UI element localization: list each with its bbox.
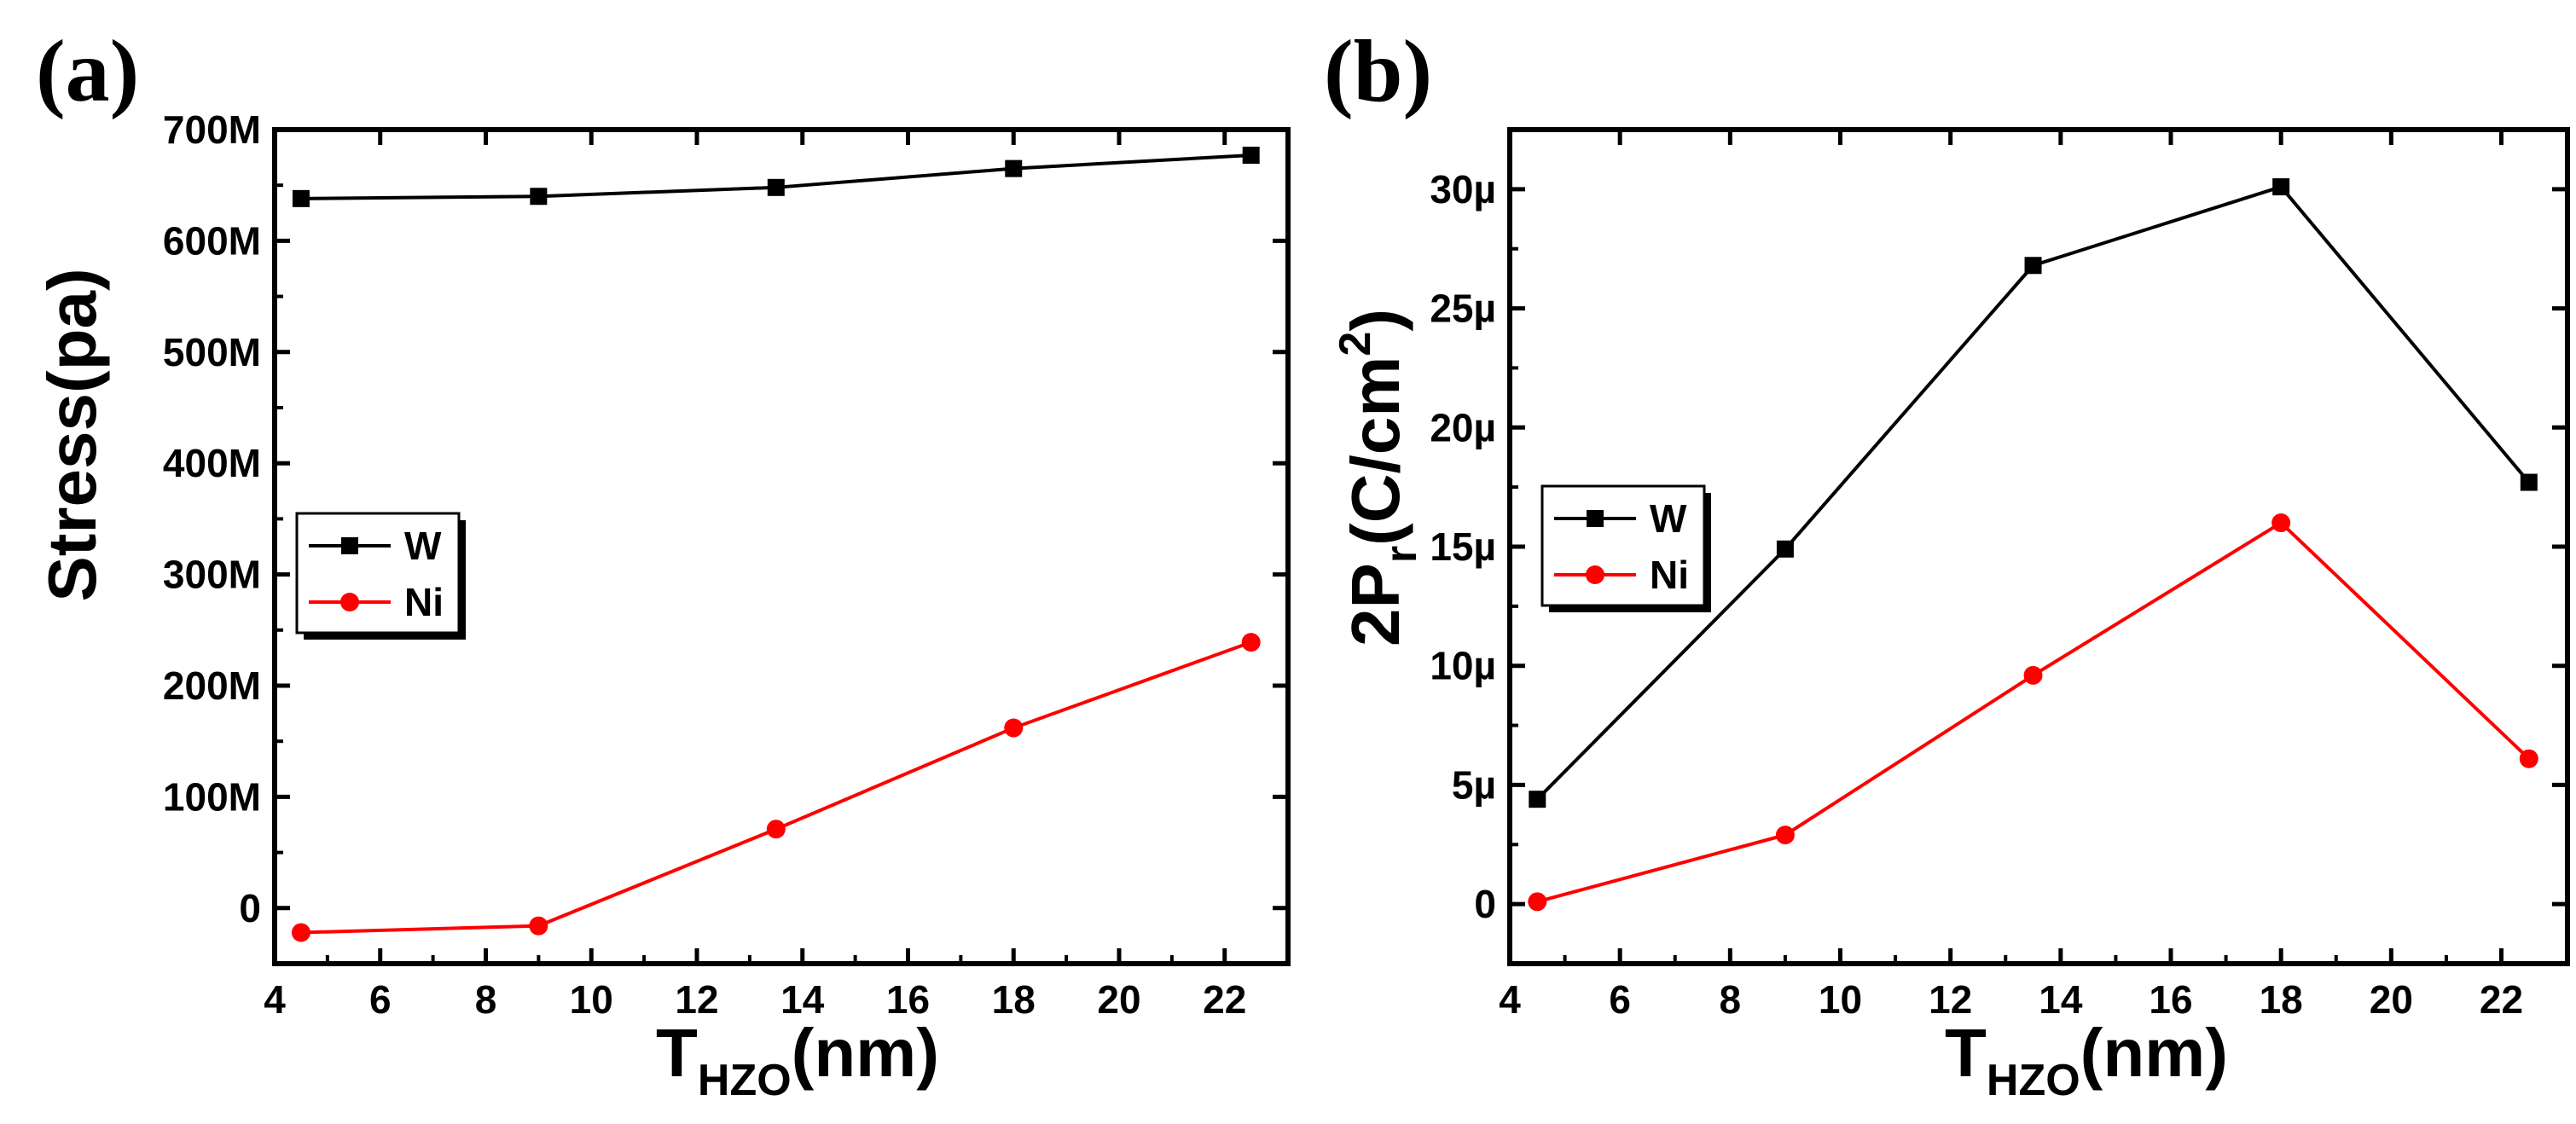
panel-b-y-tick-label: 5µ bbox=[1452, 762, 1496, 807]
panel-a-y-tick-label: 700M bbox=[163, 107, 261, 152]
panel-b-y-tick-label: 20µ bbox=[1430, 405, 1496, 449]
panel-a-ticks: 4 6 8 10 12 14 16 18 20 22 0 100M 200M 300M 400M 500M 60… bbox=[163, 107, 1288, 1022]
panel-b-y-tick-label: 25µ bbox=[1430, 287, 1496, 331]
panel-a-series-ni-line bbox=[300, 640, 1252, 935]
panel-a-x-tick-label: 22 bbox=[1203, 977, 1246, 1022]
panel-a: (a) 4 6 8 10 12 14 16 18 20 22 0 100M 200M 300M 400M 50… bbox=[34, 22, 1291, 1105]
panel-b-legend-ni-marker bbox=[1586, 565, 1604, 584]
panel-b-y-axis-title-main: 2P bbox=[1337, 563, 1413, 646]
panel-b-y-axis-title: 2Pr(C/cm2) bbox=[1331, 309, 1426, 646]
panel-b-series-w-point bbox=[1529, 791, 1546, 808]
panel-a-y-axis-title: Stress(pa) bbox=[34, 268, 110, 601]
panel-b-y-tick-label: 15µ bbox=[1430, 524, 1496, 569]
panel-a-x-tick-label: 20 bbox=[1097, 977, 1140, 1022]
panel-a-x-axis-title-main: T bbox=[656, 1015, 698, 1091]
panel-b-x-tick-label: 6 bbox=[1609, 977, 1631, 1022]
panel-b-x-tick-label: 14 bbox=[2039, 977, 2083, 1022]
panel-a-series-ni-point bbox=[1004, 718, 1024, 738]
panel-b-series-w-point bbox=[2520, 473, 2538, 491]
panel-a-legend-ni-marker bbox=[340, 593, 359, 611]
panel-b-legend-w-marker bbox=[1587, 510, 1604, 527]
panel-a-series-w-point bbox=[1005, 159, 1023, 177]
panel-b-x-tick-label: 22 bbox=[2480, 977, 2523, 1022]
panel-b-series-w-point bbox=[1776, 540, 1794, 558]
panel-a-y-tick-label: 100M bbox=[163, 774, 261, 819]
panel-b-series-ni-point bbox=[2023, 665, 2043, 685]
panel-a-series-ni-point bbox=[291, 923, 310, 942]
panel-a-y-tick-label: 300M bbox=[163, 553, 261, 597]
panel-b-x-axis-title-unit: (nm) bbox=[2080, 1015, 2228, 1091]
panel-b-y-tick-label: 10µ bbox=[1430, 644, 1496, 688]
panel-a-x-axis-title: THZO(nm) bbox=[656, 1015, 939, 1105]
panel-a-x-tick-label: 4 bbox=[264, 977, 286, 1022]
panel-a-y-tick-label: 0 bbox=[239, 886, 261, 930]
panel-b-x-tick-label: 4 bbox=[1499, 977, 1521, 1022]
panel-b-y-tick-label: 30µ bbox=[1430, 167, 1496, 211]
panel-a-series-ni-point bbox=[1241, 633, 1261, 652]
panel-b-y-axis-title-unit: (C/cm bbox=[1337, 356, 1413, 546]
panel-a-legend-w-marker bbox=[341, 537, 358, 554]
panel-a-y-tick-label: 200M bbox=[163, 663, 261, 708]
panel-a-series-w-point bbox=[767, 178, 785, 196]
panel-a-x-tick-label: 8 bbox=[475, 977, 497, 1022]
panel-a-legend-box bbox=[295, 512, 461, 634]
panel-b-x-tick-label: 12 bbox=[1929, 977, 1972, 1022]
panel-b-legend-ni-label: Ni bbox=[1650, 553, 1689, 597]
panel-b-y-axis-title-sup: 2 bbox=[1331, 332, 1380, 356]
panel-b-x-tick-label: 20 bbox=[2370, 977, 2413, 1022]
panel-b-y-tick-label: 0 bbox=[1474, 882, 1496, 926]
panel-a-y-tick-label: 600M bbox=[163, 218, 261, 263]
panel-b-legend-box bbox=[1540, 484, 1706, 607]
panel-a-series-w-point bbox=[292, 189, 310, 207]
panel-b-series-w-point bbox=[2024, 257, 2042, 275]
panel-a-x-tick-label: 12 bbox=[675, 977, 718, 1022]
panel-b-y-axis-title-close: ) bbox=[1337, 309, 1413, 332]
panel-b-label: (b) bbox=[1324, 22, 1432, 120]
panel-b-y-axis-title-sub: r bbox=[1377, 546, 1426, 563]
panel-b-series-ni-point bbox=[2519, 749, 2538, 768]
panel-b-legend-w-label: W bbox=[1650, 496, 1687, 541]
panel-b-x-axis-title: THZO(nm) bbox=[1945, 1015, 2228, 1105]
panel-a-x-axis-title-sub: HZO bbox=[698, 1056, 792, 1105]
panel-a-label: (a) bbox=[36, 22, 139, 120]
panel-a-x-tick-label: 6 bbox=[369, 977, 392, 1022]
panel-b-series bbox=[1528, 178, 2538, 912]
panel-a-series-w-point bbox=[1242, 146, 1260, 164]
panel-a-y-tick-label: 500M bbox=[163, 330, 261, 374]
panel-a-series bbox=[291, 146, 1261, 942]
panel-b-series-ni-point bbox=[1775, 826, 1795, 845]
panel-a-x-tick-label: 10 bbox=[570, 977, 613, 1022]
panel-a-x-axis-title-unit: (nm) bbox=[792, 1015, 939, 1091]
panel-b-series-ni-point bbox=[2271, 513, 2291, 533]
panel-a-legend-w-label: W bbox=[404, 524, 442, 568]
panel-b-x-axis-title-main: T bbox=[1945, 1015, 1987, 1091]
panel-a-series-ni-point bbox=[766, 820, 786, 839]
panel-b-series-ni-point bbox=[1528, 892, 1547, 912]
panel-a-x-tick-label: 16 bbox=[886, 977, 930, 1022]
panel-a-y-tick-label: 400M bbox=[163, 441, 261, 485]
panel-b-series-w-point bbox=[2272, 178, 2290, 196]
panel-b-x-axis-title-sub: HZO bbox=[1987, 1056, 2080, 1105]
panel-a-series-ni-point bbox=[529, 916, 548, 936]
panel-a-x-tick-label: 18 bbox=[992, 977, 1036, 1022]
panel-a-series-w-point bbox=[530, 188, 548, 206]
panel-b-x-tick-label: 16 bbox=[2149, 977, 2192, 1022]
panel-a-legend-ni-label: Ni bbox=[404, 580, 444, 624]
panel-b-plot-frame bbox=[1507, 127, 2570, 966]
panel-a-plot-frame bbox=[272, 127, 1291, 966]
panel-a-legend: W Ni bbox=[295, 512, 466, 640]
panel-b-legend: W Ni bbox=[1540, 484, 1711, 612]
panel-b-x-tick-label: 8 bbox=[1720, 977, 1742, 1022]
panel-b-x-tick-label: 10 bbox=[1819, 977, 1862, 1022]
panel-b-x-tick-label: 18 bbox=[2260, 977, 2303, 1022]
panel-a-x-tick-label: 14 bbox=[780, 977, 825, 1022]
panel-b: (b) 4 6 8 10 12 14 16 18 20 2205µ10µ15µ20µ25µ30µ … bbox=[1324, 22, 2570, 1105]
